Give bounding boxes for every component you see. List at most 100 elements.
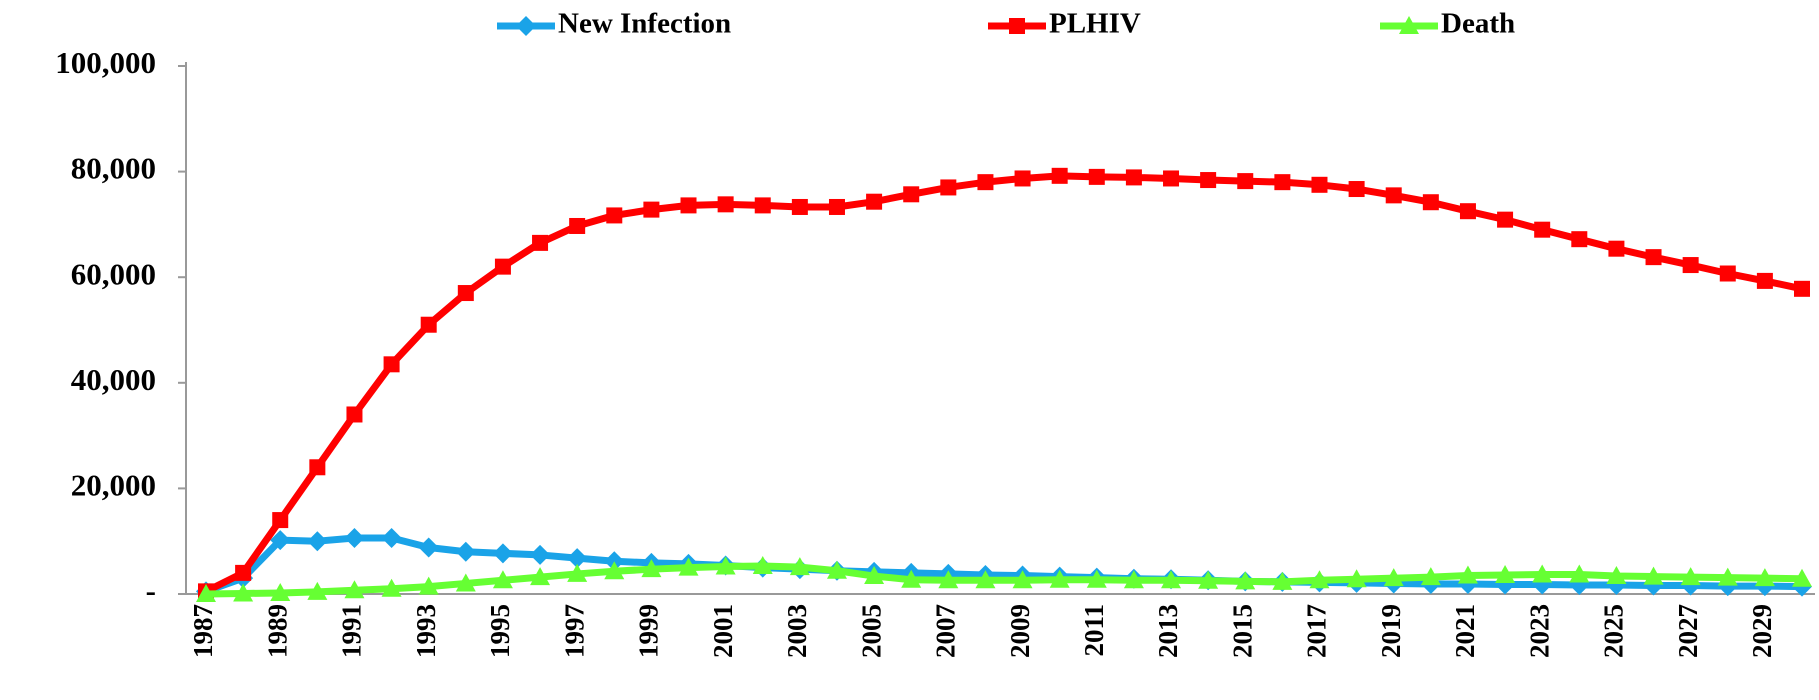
point <box>381 578 402 597</box>
axes <box>185 62 1815 595</box>
point <box>1012 570 1033 589</box>
point <box>307 531 328 552</box>
x-tick-label: 2015 <box>1227 604 1257 658</box>
point <box>1272 571 1293 590</box>
point <box>567 563 588 582</box>
point <box>1457 565 1478 584</box>
point <box>1571 231 1588 248</box>
point <box>791 198 808 215</box>
point <box>1717 567 1738 586</box>
legend-marker <box>516 16 536 36</box>
x-tick-label: 2009 <box>1005 604 1035 658</box>
point <box>1682 257 1699 274</box>
point <box>940 179 957 196</box>
point <box>346 406 363 423</box>
point <box>381 528 402 549</box>
point <box>272 512 289 529</box>
point <box>604 561 625 580</box>
x-tick-label: 2023 <box>1524 604 1554 658</box>
point <box>307 581 328 600</box>
point <box>864 566 885 585</box>
point <box>1309 570 1330 589</box>
series-line <box>204 172 1803 595</box>
point <box>1606 566 1627 585</box>
point <box>270 530 291 551</box>
point <box>1794 280 1810 297</box>
point <box>606 207 623 224</box>
point <box>680 197 697 214</box>
point <box>1645 249 1662 266</box>
point <box>418 537 439 558</box>
x-tick-label: 1995 <box>485 604 515 658</box>
point <box>1311 176 1328 193</box>
series-line <box>205 562 1803 598</box>
point <box>530 544 551 565</box>
y-tick-label: 80,000 <box>71 151 156 186</box>
point <box>1346 569 1367 588</box>
x-tick-label: 2025 <box>1599 604 1629 658</box>
point <box>1608 240 1625 257</box>
x-tick-label: 2007 <box>931 604 961 658</box>
point <box>1792 568 1812 587</box>
point <box>1383 568 1404 587</box>
legend-marker <box>1399 16 1419 34</box>
x-tick-label: 2027 <box>1673 604 1703 658</box>
point <box>418 576 439 595</box>
x-tick-label: 1999 <box>634 604 664 658</box>
y-tick-label: 40,000 <box>71 362 156 397</box>
point <box>567 548 588 569</box>
point <box>1348 181 1365 198</box>
point <box>1125 169 1142 186</box>
x-tick-label: 2003 <box>782 604 812 658</box>
x-tick-label: 2017 <box>1302 604 1332 658</box>
point <box>1163 170 1180 187</box>
point <box>643 201 660 218</box>
point <box>1161 570 1182 589</box>
point <box>1235 571 1256 590</box>
point <box>828 198 845 215</box>
point <box>530 567 551 586</box>
x-tick-label: 1991 <box>337 604 367 658</box>
x-tick-label: 2029 <box>1747 604 1777 658</box>
point <box>789 557 810 576</box>
y-tick-label: 20,000 <box>71 468 156 503</box>
point <box>1569 564 1590 583</box>
point <box>717 196 734 213</box>
point <box>1198 570 1219 589</box>
point <box>344 528 365 549</box>
point <box>1200 172 1217 189</box>
legend-label: PLHIV <box>1049 8 1141 40</box>
point <box>1014 170 1031 187</box>
point <box>1422 194 1439 211</box>
point <box>975 570 996 589</box>
point <box>1643 566 1664 585</box>
x-tick-label: 2001 <box>708 604 738 658</box>
point <box>1049 569 1070 588</box>
point <box>270 582 291 601</box>
point <box>826 560 847 579</box>
point <box>938 570 959 589</box>
point <box>641 559 662 578</box>
point <box>754 197 771 214</box>
point <box>752 556 773 575</box>
point <box>494 258 511 275</box>
x-tick-label: 2021 <box>1450 604 1480 658</box>
point <box>532 234 549 251</box>
y-tick-label: 60,000 <box>71 256 156 291</box>
point <box>1051 167 1068 184</box>
point <box>344 580 365 599</box>
x-tick-label: 1997 <box>559 604 589 658</box>
point <box>455 573 476 592</box>
point <box>1719 265 1736 282</box>
point <box>1420 567 1441 586</box>
legend-label: New Infection <box>558 8 731 40</box>
point <box>1385 187 1402 204</box>
point <box>383 356 400 373</box>
point <box>1756 272 1773 289</box>
x-tick-label: 1993 <box>411 604 441 658</box>
point <box>233 583 254 602</box>
point <box>492 570 513 589</box>
point <box>569 217 586 234</box>
